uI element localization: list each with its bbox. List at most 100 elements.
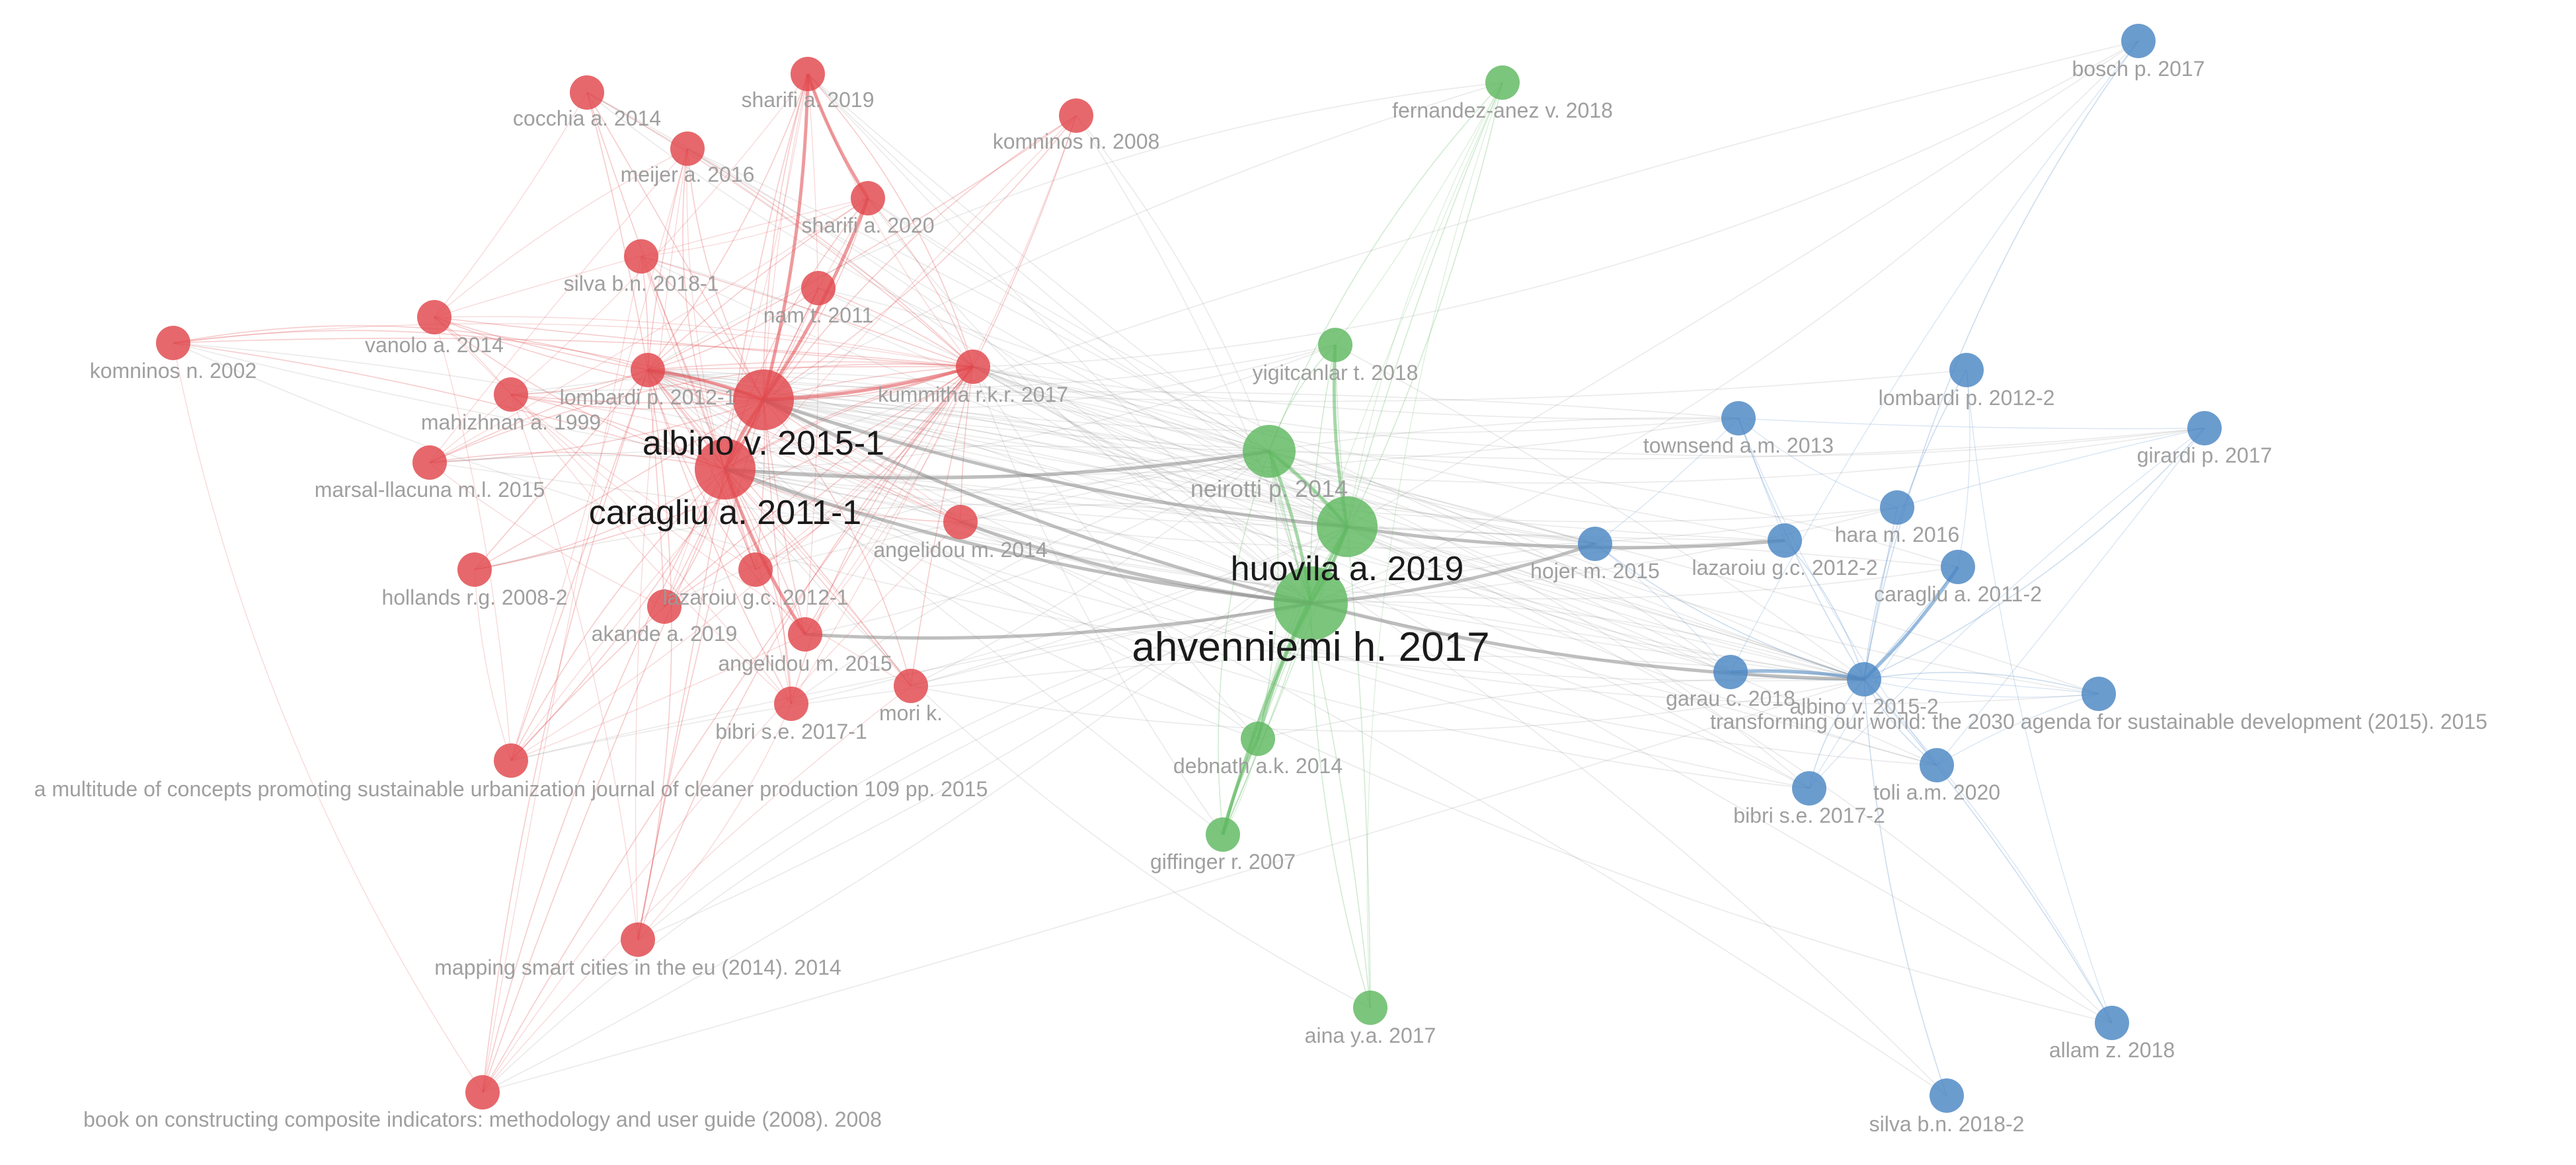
node-giffinger[interactable]: [1206, 817, 1240, 852]
node-label-albino1: albino v. 2015-1: [643, 424, 884, 463]
network-edge: [1594, 418, 1739, 545]
node-akande[interactable]: [647, 589, 682, 624]
node-caragliu1[interactable]: [695, 439, 756, 500]
strong-edge: [1221, 525, 1349, 835]
node-bosch[interactable]: [2121, 24, 2156, 58]
strong-edge: [761, 73, 810, 400]
network-edge: [804, 451, 1270, 635]
node-label-vanolo: vanolo a. 2014: [365, 333, 504, 357]
network-edge: [763, 399, 1731, 673]
node-komninos2008[interactable]: [1059, 98, 1093, 133]
node-lombardi2[interactable]: [1949, 353, 1984, 387]
node-yigitcanlar[interactable]: [1318, 328, 1352, 362]
network-edge: [647, 369, 665, 607]
network-edge: [482, 366, 974, 1093]
network-edge: [1738, 418, 1937, 766]
node-angelidou2014[interactable]: [943, 505, 978, 539]
node-girardi[interactable]: [2187, 411, 2222, 445]
network-edge: [1863, 40, 2139, 680]
node-nam[interactable]: [801, 271, 836, 305]
network-edge: [972, 366, 1810, 789]
node-lazaroiu2[interactable]: [1768, 523, 1802, 558]
node-hollands[interactable]: [457, 552, 492, 587]
node-kummitha[interactable]: [956, 350, 990, 384]
node-silva2018_1[interactable]: [624, 239, 658, 274]
node-albino2[interactable]: [1847, 662, 1881, 696]
node-fernandez[interactable]: [1485, 65, 1520, 100]
network-edge: [510, 372, 1270, 452]
labels-layer: cocchia a. 2014 sharifi a. 2019 meijer a. …: [34, 57, 2487, 1136]
network-edge: [724, 469, 792, 704]
network-edge: [647, 148, 688, 371]
strong-edge: [724, 449, 1270, 480]
network-edge: [818, 287, 1270, 452]
node-sharifi2020[interactable]: [851, 181, 885, 215]
network-edge: [173, 338, 974, 367]
node-garau[interactable]: [1713, 655, 1748, 689]
network-edge: [1268, 451, 1959, 568]
strong-edge: [960, 520, 1311, 605]
network-edge: [804, 73, 819, 635]
network-edge: [434, 148, 688, 318]
network-edge: [763, 399, 1810, 789]
network-edge: [510, 115, 1077, 761]
node-transforming[interactable]: [2082, 677, 2116, 711]
node-mori[interactable]: [894, 669, 928, 703]
node-huovila[interactable]: [1317, 496, 1378, 557]
network-edge: [173, 325, 648, 371]
network-edge: [474, 569, 512, 761]
network-edge: [429, 462, 1865, 680]
node-label-allam: allam z. 2018: [2049, 1038, 2175, 1062]
node-angelidou2015[interactable]: [788, 617, 822, 652]
node-albino1[interactable]: [733, 369, 794, 430]
network-edge: [763, 399, 806, 635]
node-label-bibri1: bibri s.e. 2017-1: [715, 720, 867, 743]
network-edge: [724, 344, 1336, 470]
network-edge: [972, 366, 1739, 420]
network-edge: [763, 399, 1937, 766]
node-hara[interactable]: [1880, 490, 1914, 525]
node-vanolo[interactable]: [417, 300, 451, 334]
node-lombardi1[interactable]: [631, 353, 665, 387]
node-bibri1[interactable]: [774, 687, 808, 721]
node-aina[interactable]: [1353, 991, 1387, 1025]
node-label-silva2018_2: silva b.n. 2018-2: [1869, 1112, 2025, 1136]
network-edge: [647, 115, 1077, 371]
network-edge: [804, 366, 974, 635]
node-debnath[interactable]: [1241, 722, 1275, 756]
node-label-lazaroiu1: lazaroiu g.c. 2012-1: [662, 585, 848, 609]
node-book[interactable]: [465, 1075, 500, 1109]
node-toli[interactable]: [1920, 748, 1954, 782]
node-townsend[interactable]: [1721, 401, 1756, 435]
node-multitude[interactable]: [494, 743, 528, 778]
network-edge: [972, 366, 1348, 527]
node-hojer[interactable]: [1578, 527, 1612, 561]
node-lazaroiu1[interactable]: [738, 552, 773, 587]
network-edge: [972, 366, 2113, 1024]
node-sharifi2019[interactable]: [791, 57, 825, 91]
node-komninos2002[interactable]: [156, 326, 190, 360]
network-edge: [510, 394, 912, 687]
network-edge: [1268, 451, 1596, 545]
network-edge: [807, 73, 974, 367]
network-edge: [482, 469, 726, 1093]
network-edge: [434, 317, 764, 400]
node-label-hojer: hojer m. 2015: [1530, 559, 1660, 583]
node-neirotti[interactable]: [1243, 425, 1296, 478]
network-edge: [647, 369, 1739, 434]
node-mapping[interactable]: [621, 922, 655, 957]
node-allam[interactable]: [2095, 1006, 2129, 1040]
node-mahizhnan[interactable]: [494, 377, 528, 412]
node-cocchia[interactable]: [570, 75, 604, 110]
node-caragliu2[interactable]: [1941, 550, 1975, 584]
node-silva2018_2[interactable]: [1930, 1078, 1964, 1113]
network-edge: [647, 287, 819, 371]
network-edge: [434, 317, 512, 761]
node-label-aina: aina y.a. 2017: [1305, 1024, 1436, 1047]
node-ahvenniemi[interactable]: [1274, 566, 1348, 640]
node-marsal[interactable]: [412, 445, 447, 480]
node-bibri2[interactable]: [1792, 771, 1826, 806]
network-edge: [1809, 428, 2205, 789]
node-meijer[interactable]: [670, 132, 705, 166]
strong-edge: [762, 398, 1311, 605]
